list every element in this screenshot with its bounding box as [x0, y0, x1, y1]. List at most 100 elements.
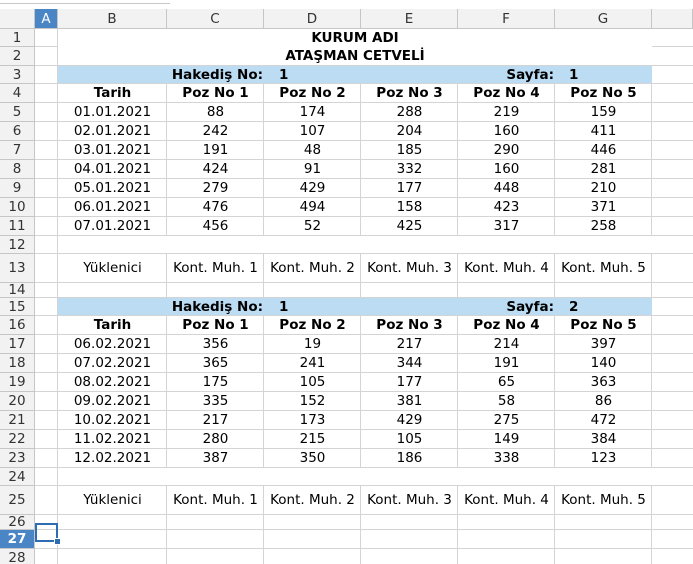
value-cell: 160 [493, 161, 520, 177]
signature-cell: Kont. Muh. 3 [367, 260, 452, 276]
gridline-vertical [457, 29, 458, 564]
value-cell: 279 [202, 180, 229, 196]
date-header: Tarih [93, 317, 132, 333]
select-all-corner[interactable] [0, 9, 35, 29]
row-header[interactable]: 28 [0, 549, 35, 564]
column-header[interactable]: D [264, 9, 361, 29]
gridline-horizontal [35, 65, 693, 66]
row-header[interactable]: 15 [0, 298, 35, 316]
gridline-horizontal [35, 282, 693, 283]
gridline-vertical [651, 29, 652, 564]
value-cell: 217 [202, 412, 229, 428]
column-header[interactable]: B [58, 9, 167, 29]
row-header[interactable]: 8 [0, 160, 35, 179]
row-header[interactable]: 11 [0, 217, 35, 236]
row-header[interactable]: 18 [0, 354, 35, 373]
signature-cell: Kont. Muh. 1 [173, 492, 258, 508]
gridline-horizontal [35, 548, 693, 549]
row-header[interactable]: 17 [0, 335, 35, 354]
date-cell: 04.01.2021 [73, 161, 152, 177]
value-cell: 86 [594, 393, 613, 409]
date-cell: 06.02.2021 [73, 336, 152, 352]
row-header[interactable]: 7 [0, 141, 35, 160]
value-cell: 411 [590, 123, 617, 139]
gridline-horizontal [35, 83, 693, 84]
value-cell: 177 [396, 180, 423, 196]
column-header[interactable]: G [555, 9, 652, 29]
row-header[interactable]: 2 [0, 47, 35, 66]
gridline-vertical [360, 29, 361, 564]
gridline-horizontal [35, 297, 693, 298]
value-cell: 152 [299, 393, 326, 409]
column-header[interactable]: C [167, 9, 264, 29]
row-header[interactable]: 21 [0, 411, 35, 430]
value-cell: 241 [299, 355, 326, 371]
value-cell: 65 [497, 374, 516, 390]
value-cell: 280 [202, 431, 229, 447]
row-header[interactable]: 14 [0, 283, 35, 298]
value-cell: 91 [303, 161, 322, 177]
gridline-horizontal [35, 485, 693, 486]
gridline-horizontal [35, 159, 693, 160]
hakedis-label: Hakediş No: [171, 67, 263, 83]
row-header[interactable]: 24 [0, 468, 35, 486]
signature-cell: Kont. Muh. 3 [367, 492, 452, 508]
poz-header: Poz No 1 [182, 317, 249, 333]
value-cell: 446 [590, 142, 617, 158]
row-header[interactable]: 25 [0, 486, 35, 515]
gridline-horizontal [35, 197, 693, 198]
row-header[interactable]: 26 [0, 515, 35, 530]
row-header[interactable]: 27 [0, 530, 35, 549]
value-cell: 174 [299, 104, 326, 120]
signature-cell: Kont. Muh. 5 [561, 260, 646, 276]
gridline-vertical [554, 29, 555, 564]
fill-handle[interactable] [54, 538, 61, 545]
row-header[interactable]: 13 [0, 254, 35, 283]
value-cell: 397 [590, 336, 617, 352]
sayfa-label: Sayfa: [506, 299, 554, 315]
gridline-horizontal [35, 216, 693, 217]
date-cell: 03.01.2021 [73, 142, 152, 158]
row-header[interactable]: 6 [0, 122, 35, 141]
value-cell: 290 [493, 142, 520, 158]
date-cell: 10.02.2021 [73, 412, 152, 428]
row-header[interactable]: 5 [0, 103, 35, 122]
value-cell: 123 [590, 450, 617, 466]
gridline-horizontal [35, 410, 693, 411]
column-header[interactable]: A [35, 9, 58, 29]
date-cell: 09.02.2021 [73, 393, 152, 409]
value-cell: 288 [396, 104, 423, 120]
poz-header: Poz No 4 [473, 317, 540, 333]
signature-cell: Kont. Muh. 1 [173, 260, 258, 276]
gridline-horizontal [35, 235, 693, 236]
row-header[interactable]: 23 [0, 449, 35, 468]
column-header[interactable]: E [361, 9, 458, 29]
gridline-horizontal [35, 121, 693, 122]
row-header[interactable]: 16 [0, 316, 35, 335]
gridline-horizontal [35, 391, 693, 392]
value-cell: 58 [497, 393, 516, 409]
date-cell: 11.02.2021 [73, 431, 152, 447]
date-cell: 05.01.2021 [73, 180, 152, 196]
row-header[interactable]: 1 [0, 29, 35, 47]
row-header[interactable]: 9 [0, 179, 35, 198]
value-cell: 384 [590, 431, 617, 447]
row-header[interactable]: 10 [0, 198, 35, 217]
gridline-horizontal [35, 372, 693, 373]
value-cell: 215 [299, 431, 326, 447]
value-cell: 472 [590, 412, 617, 428]
row-header[interactable]: 4 [0, 84, 35, 103]
value-cell: 317 [493, 218, 520, 234]
row-header[interactable]: 22 [0, 430, 35, 449]
row-header[interactable]: 20 [0, 392, 35, 411]
date-header: Tarih [93, 85, 132, 101]
row-header[interactable]: 3 [0, 66, 35, 84]
row-header[interactable]: 19 [0, 373, 35, 392]
row-header[interactable]: 12 [0, 236, 35, 254]
signature-cell: Yüklenici [83, 260, 142, 276]
column-header[interactable]: F [458, 9, 555, 29]
date-cell: 02.01.2021 [73, 123, 152, 139]
poz-header: Poz No 5 [570, 85, 637, 101]
signature-cell: Kont. Muh. 4 [464, 260, 549, 276]
